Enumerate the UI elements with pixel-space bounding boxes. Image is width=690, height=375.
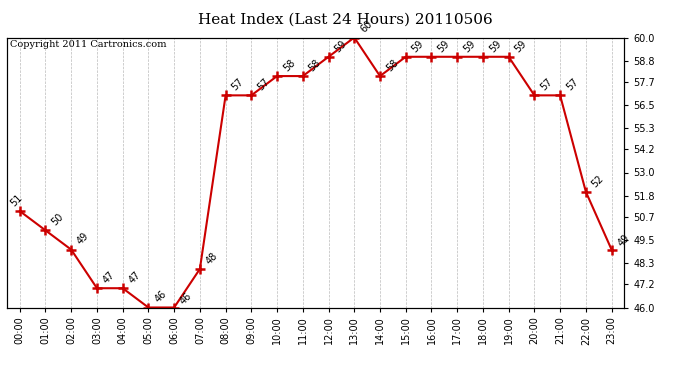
Text: 57: 57 <box>230 76 246 93</box>
Text: 59: 59 <box>462 38 477 54</box>
Text: 46: 46 <box>178 290 194 306</box>
Text: Heat Index (Last 24 Hours) 20110506: Heat Index (Last 24 Hours) 20110506 <box>197 13 493 27</box>
Text: 58: 58 <box>307 57 323 73</box>
Text: 60: 60 <box>358 19 374 35</box>
Text: 57: 57 <box>539 76 555 93</box>
Text: Copyright 2011 Cartronics.com: Copyright 2011 Cartronics.com <box>10 40 166 49</box>
Text: 59: 59 <box>435 38 451 54</box>
Text: 46: 46 <box>152 289 168 305</box>
Text: 48: 48 <box>204 251 220 266</box>
Text: 49: 49 <box>75 231 91 247</box>
Text: 47: 47 <box>101 270 117 285</box>
Text: 50: 50 <box>50 212 66 228</box>
Text: 57: 57 <box>255 76 271 93</box>
Text: 59: 59 <box>513 38 529 54</box>
Text: 59: 59 <box>487 38 503 54</box>
Text: 52: 52 <box>590 173 606 189</box>
Text: 51: 51 <box>9 192 24 208</box>
Text: 57: 57 <box>564 76 580 93</box>
Text: 58: 58 <box>384 57 400 73</box>
Text: 59: 59 <box>333 38 348 54</box>
Text: 58: 58 <box>282 57 297 73</box>
Text: 49: 49 <box>615 232 631 248</box>
Text: 47: 47 <box>127 270 143 285</box>
Text: 59: 59 <box>410 38 426 54</box>
